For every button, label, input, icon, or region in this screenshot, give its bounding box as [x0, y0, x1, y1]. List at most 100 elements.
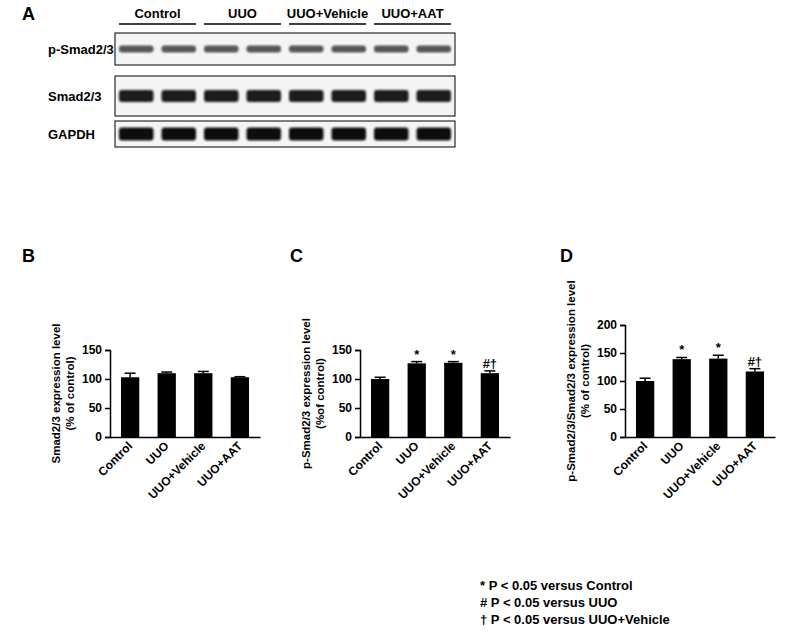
y-axis-line: [105, 351, 111, 438]
y-axis: 0 50 100 150: [82, 343, 111, 444]
blot-band: [162, 46, 197, 53]
blot-band: [204, 128, 239, 141]
y-tick-mark: [620, 409, 625, 411]
blot-band: [374, 46, 409, 53]
y-tick-label: 50: [339, 401, 353, 415]
x-tick-label: UUO: [393, 439, 422, 468]
y-axis-title: (% of control): [579, 344, 591, 418]
significance-marker: *: [451, 347, 457, 362]
error-cap: [640, 377, 651, 379]
blot-band: [247, 46, 282, 53]
blot-band: [119, 90, 154, 102]
y-tick-label: 150: [597, 346, 617, 360]
significance-marker: *: [414, 347, 420, 362]
x-tick-label: Control: [610, 439, 650, 479]
footnote: * P < 0.05 versus Control: [480, 578, 633, 593]
x-tick-label: UUO+Vehicle: [395, 439, 458, 502]
blot-band: [417, 46, 452, 53]
y-tick: 50: [339, 401, 360, 415]
y-axis: 0 50 100 150 200: [597, 318, 626, 444]
footnote: # P < 0.05 versus UUO: [480, 595, 617, 610]
y-tick-label: 50: [89, 401, 103, 415]
x-tick: Control: [610, 437, 650, 479]
chart: B050100150ControlUUOUUO+VehicleUUO+AATSm…: [22, 246, 261, 502]
y-tick-label: 200: [597, 318, 617, 332]
blot-band: [119, 46, 154, 53]
y-tick-label: 50: [604, 402, 618, 416]
group-label: UUO+Vehicle: [287, 6, 368, 21]
x-tick-label: Control: [95, 439, 135, 479]
y-axis-title: (%of control): [314, 358, 326, 429]
bar: [444, 363, 462, 437]
y-axis-title: p-Smad2/3/Smad2/3 expression level: [565, 280, 577, 481]
plot-marks: [636, 355, 764, 437]
y-tick-label: 100: [82, 372, 102, 386]
y-tick: 150: [332, 343, 360, 357]
y-tick: 0: [345, 430, 360, 444]
x-tick-label: Control: [345, 439, 385, 479]
y-tick: 50: [89, 401, 110, 415]
significance-marker: *: [679, 342, 685, 357]
y-tick: 150: [597, 346, 625, 360]
x-tick-label: UUO: [658, 439, 687, 468]
y-tick-mark: [105, 350, 110, 352]
panel-letter: D: [560, 246, 573, 266]
y-tick-mark: [105, 408, 110, 410]
x-tick: UUO+Vehicle: [145, 437, 208, 502]
y-tick: 100: [82, 372, 110, 386]
row-label: Smad2/3: [48, 89, 101, 104]
bar: [408, 363, 426, 437]
blot-band: [162, 90, 197, 102]
y-axis-title: Smad2/3 expression level: [50, 324, 62, 464]
bar: [481, 373, 499, 437]
y-tick: 100: [597, 374, 625, 388]
blot-band: [247, 128, 282, 141]
error-cap: [234, 376, 245, 378]
significance-marker: *: [716, 340, 722, 355]
blot-band: [204, 90, 239, 102]
x-axis: Control UUOUUO+VehicleUUO+AAT: [95, 437, 260, 502]
blot-band: [204, 46, 239, 53]
y-axis-title: p-Smad2/3 expression level: [300, 318, 312, 469]
y-axis-line: [355, 351, 361, 438]
y-tick: 150: [82, 343, 110, 357]
y-tick-mark: [620, 437, 625, 439]
panel-letter: A: [22, 4, 35, 24]
x-axis: Control UUOUUO+VehicleUUO+AAT: [610, 437, 775, 502]
bar: [194, 373, 212, 437]
row-label: GAPDH: [48, 127, 95, 142]
group-label: UUO+AAT: [381, 6, 443, 21]
y-tick-mark: [620, 353, 625, 355]
x-tick: UUO+AAT: [709, 437, 760, 490]
y-tick: 0: [610, 430, 625, 444]
group-underline: [119, 23, 196, 25]
bar: [673, 359, 691, 437]
footnote: † P < 0.05 versus UUO+Vehicle: [480, 612, 670, 627]
error-cap: [161, 371, 172, 373]
y-axis-title: (% of control): [64, 356, 76, 430]
x-tick: UUO+AAT: [444, 437, 495, 490]
x-tick: UUO: [143, 437, 172, 468]
y-tick: 200: [597, 318, 625, 332]
blot-band: [289, 90, 324, 102]
y-tick-label: 100: [332, 372, 352, 386]
bar: [231, 377, 249, 437]
x-tick: UUO+Vehicle: [660, 437, 723, 502]
chart: D 0 50 100 150 200 Control UUOUUO+VehicleUUO+AA…: [560, 246, 776, 502]
x-tick-label: UUO+AAT: [709, 439, 760, 490]
y-tick-mark: [355, 350, 360, 352]
group-label: UUO: [228, 6, 257, 21]
x-tick: UUO+Vehicle: [395, 437, 458, 502]
y-tick-mark: [355, 437, 360, 439]
x-tick-label: UUO+AAT: [194, 439, 245, 490]
blot-band: [332, 128, 367, 141]
blot-band: [332, 90, 367, 102]
error-cap: [125, 372, 136, 374]
blot-box: [115, 76, 455, 116]
y-tick-label: 150: [332, 343, 352, 357]
y-tick: 0: [95, 430, 110, 444]
y-tick-mark: [355, 379, 360, 381]
x-axis: Control UUOUUO+VehicleUUO+AAT: [345, 437, 510, 502]
y-axis: 0 50 100 150: [332, 343, 361, 444]
x-tick: Control: [95, 437, 135, 479]
